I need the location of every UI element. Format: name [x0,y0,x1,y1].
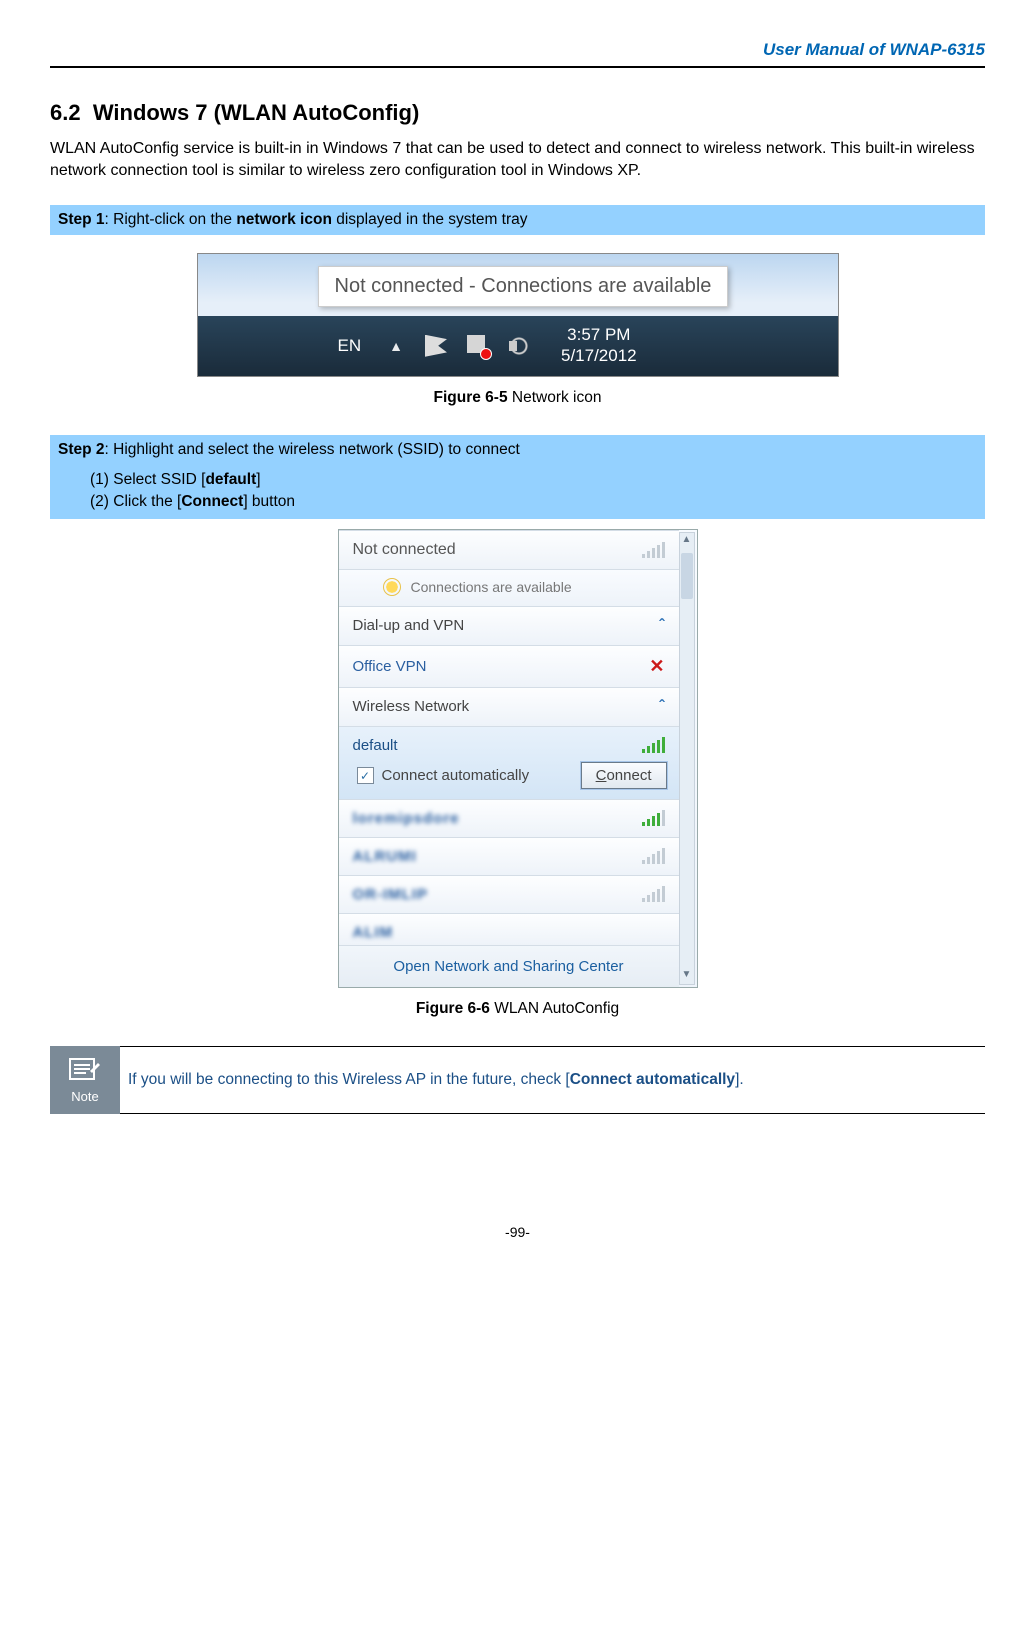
figure-6-5: Not connected - Connections are availabl… [50,235,985,377]
step2-bar: Step 2: Highlight and select the wireles… [50,435,985,465]
connect-button[interactable]: Connect [581,762,667,789]
row-ssid-blur-4[interactable]: ALIM [339,913,679,945]
wireless-network-label: Wireless Network [353,698,470,715]
row-connections-available: Connections are available [339,569,679,606]
note-text-before: If you will be connecting to this Wirele… [128,1071,570,1088]
step2-label: Step 2 [58,441,105,458]
clock-time: 3:57 PM [561,325,637,345]
connect-btn-rest: onnect [606,767,651,784]
fig66-caption-text: WLAN AutoConfig [490,1000,619,1017]
step1-text-after: displayed in the system tray [332,211,528,228]
network-icon[interactable] [467,335,489,357]
connections-available-label: Connections are available [411,579,572,595]
dial-vpn-label: Dial-up and VPN [353,617,465,634]
language-indicator[interactable]: EN [338,336,362,356]
step2-sub2-post: ] button [243,493,295,510]
ssid-default-label: default [353,737,398,754]
chevron-up-icon: ˆ [659,698,664,716]
office-vpn-label: Office VPN [353,658,427,675]
blurred-ssid: loremipsdore [353,810,460,827]
step1-label: Step 1 [58,211,105,228]
section-heading: 6.2 Windows 7 (WLAN AutoConfig) [50,100,985,126]
step2-sub2-bold: Connect [181,493,243,510]
figure-6-6-caption: Figure 6-6 WLAN AutoConfig [50,1000,985,1018]
doc-header: User Manual of WNAP-6315 [50,40,985,68]
network-flyout: ▲ ▼ Not connected Connections are availa… [338,529,698,988]
step2-sub1-pre: (1) Select SSID [ [90,471,205,488]
chevron-up-icon: ˆ [659,617,664,635]
flag-icon[interactable] [425,335,447,357]
fig65-caption-bold: Figure 6-5 [434,389,508,406]
sun-icon [383,578,401,596]
step2-sub1-post: ] [256,471,260,488]
signal-icon [642,542,665,558]
row-wireless-network[interactable]: Wireless Network ˆ [339,687,679,726]
row-dial-vpn[interactable]: Dial-up and VPN ˆ [339,606,679,645]
figure-6-6: ▲ ▼ Not connected Connections are availa… [50,519,985,988]
clock[interactable]: 3:57 PM 5/17/2012 [561,325,637,366]
note-text-after: ]. [735,1071,744,1088]
section-title-text: Windows 7 (WLAN AutoConfig) [93,100,419,125]
signal-icon [642,848,665,864]
signal-icon [642,737,665,753]
step1-bar: Step 1: Right-click on the network icon … [50,205,985,235]
row-ssid-blur-3[interactable]: OR-IMLIP [339,875,679,913]
connect-btn-u: C [596,767,607,784]
taskbar: EN ▲ 3:57 PM 5/17/2012 [198,316,838,376]
row-ssid-blur-1[interactable]: loremipsdore [339,799,679,837]
systray-screenshot: Not connected - Connections are availabl… [197,253,839,377]
row-not-connected: Not connected [339,530,679,569]
step2-text: : Highlight and select the wireless netw… [105,441,520,458]
step1-bold: network icon [236,211,332,228]
not-connected-label: Not connected [353,541,456,559]
page-number: -99- [50,1224,985,1240]
scroll-up-icon[interactable]: ▲ [680,534,694,548]
section-intro: WLAN AutoConfig service is built-in in W… [50,138,985,183]
step2-sublist: (1) Select SSID [default] (2) Click the … [50,465,985,519]
connect-auto-label: Connect automatically [382,767,530,784]
show-hidden-icons[interactable]: ▲ [389,338,403,354]
note-label: Note [71,1089,98,1104]
note-text-bold: Connect automatically [570,1071,735,1088]
open-network-center-link[interactable]: Open Network and Sharing Center [339,945,679,987]
step2-sub1-bold: default [205,471,256,488]
step1-text-before: : Right-click on the [105,211,237,228]
row-ssid-default[interactable]: default ✓ Connect automatically Connect [339,726,679,799]
tooltip-not-connected: Not connected - Connections are availabl… [318,266,729,307]
scrollbar[interactable]: ▲ ▼ [679,532,695,985]
connect-auto-wrap[interactable]: ✓ Connect automatically [357,767,530,785]
row-ssid-blur-2[interactable]: ALRUMI [339,837,679,875]
blurred-ssid: ALRUMI [353,848,417,865]
fig66-caption-bold: Figure 6-6 [416,1000,490,1017]
note-text: If you will be connecting to this Wirele… [120,1046,985,1114]
clock-date: 5/17/2012 [561,346,637,366]
scroll-thumb[interactable] [681,553,693,599]
step2-sub1: (1) Select SSID [default] [90,469,977,491]
connect-auto-checkbox[interactable]: ✓ [357,767,374,784]
section-number: 6.2 [50,100,81,125]
fig65-caption-text: Network icon [508,389,602,406]
note-icon: Note [50,1046,120,1114]
figure-6-5-caption: Figure 6-5 Network icon [50,389,985,407]
speaker-icon[interactable] [509,335,531,357]
signal-icon [642,810,665,826]
signal-icon [642,886,665,902]
step2-sub2-pre: (2) Click the [ [90,493,181,510]
step2-sub2: (2) Click the [Connect] button [90,491,977,513]
blurred-ssid: ALIM [353,924,394,941]
scroll-down-icon[interactable]: ▼ [680,969,694,983]
blurred-ssid: OR-IMLIP [353,886,429,903]
row-office-vpn[interactable]: Office VPN ✕ [339,645,679,687]
note-box: Note If you will be connecting to this W… [50,1046,985,1114]
close-icon: ✕ [649,656,664,677]
